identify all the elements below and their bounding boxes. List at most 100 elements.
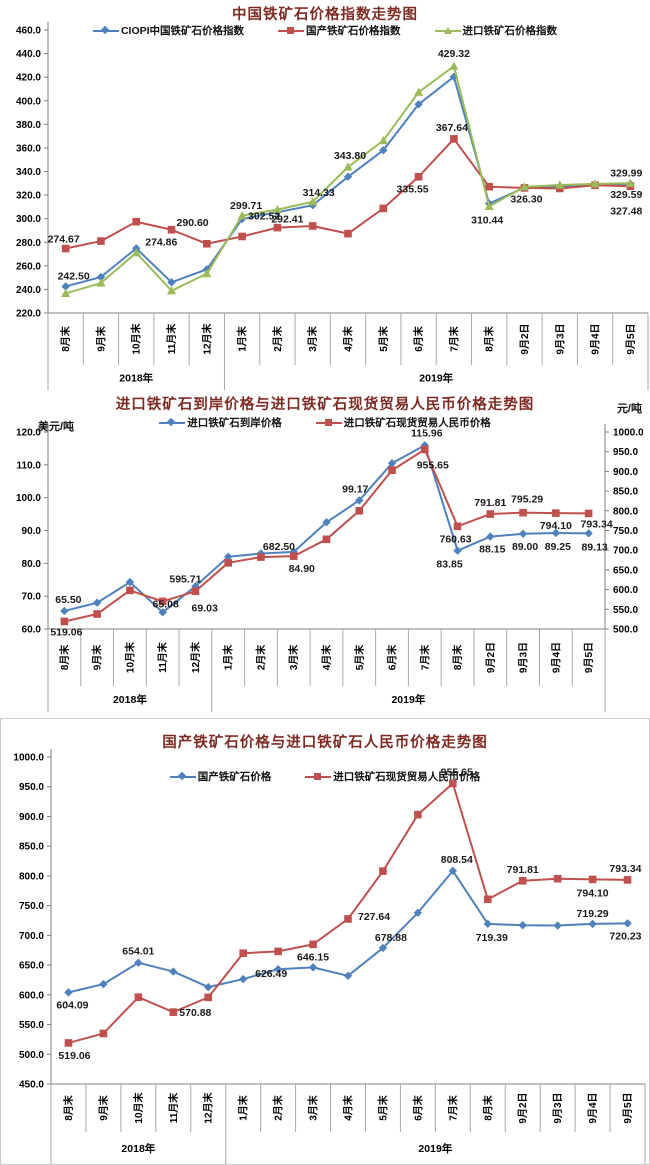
diamond-marker: [343, 172, 353, 182]
square-marker: [126, 586, 134, 595]
point-label: 314.33: [303, 187, 335, 199]
point-label: 791.81: [507, 864, 539, 876]
category-label: 8月末: [451, 644, 464, 671]
triangle-marker: [555, 180, 565, 189]
square-marker: [309, 940, 317, 949]
square-marker: [379, 204, 388, 213]
square-marker: [588, 875, 597, 884]
year-label: 2019年: [391, 693, 425, 706]
diamond-marker: [379, 146, 388, 155]
square-marker: [552, 509, 560, 517]
chart-text: 100.0: [16, 493, 41, 504]
square-marker: [273, 223, 282, 232]
point-label: 329.99: [610, 167, 642, 179]
diamond-marker: [553, 921, 562, 930]
category-label: 5月末: [377, 325, 390, 352]
chart-text: 320.0: [16, 191, 41, 202]
category-label: 8月末: [62, 1094, 75, 1121]
point-label: 678.88: [375, 932, 407, 944]
chart-text: 260.0: [16, 261, 41, 272]
category-label: 6月末: [386, 644, 399, 671]
square-marker: [239, 949, 247, 957]
point-label: 682.50: [263, 541, 295, 553]
square-marker: [204, 993, 213, 1002]
chart-text: 60.0: [22, 625, 42, 636]
series-line: [65, 75, 631, 288]
point-label: 795.29: [511, 494, 543, 506]
diamond-marker: [355, 496, 364, 505]
diamond-marker: [518, 921, 527, 930]
square-marker: [93, 610, 101, 618]
square-marker: [518, 876, 527, 885]
point-label: 570.88: [179, 1007, 211, 1019]
square-marker: [158, 597, 167, 606]
chart-text: 800.0: [19, 871, 44, 882]
square-marker: [344, 915, 352, 923]
diamond-marker: [96, 272, 106, 282]
triangle-marker: [519, 182, 530, 191]
point-label: 89.25: [545, 541, 571, 553]
chart-text: 440.0: [16, 49, 41, 60]
category-label: 8月末: [481, 1094, 494, 1121]
chart-text: 650.0: [613, 565, 638, 576]
plot-area: 450.0 500.0 550.0 600.0 650.0 700.0 750.0 800.0…: [13, 749, 646, 1164]
point-label: 65.08: [153, 598, 179, 610]
diamond-marker: [308, 963, 318, 972]
triangle-marker: [202, 269, 212, 278]
year-label: 2018年: [119, 372, 153, 385]
point-label: 302.52: [248, 211, 280, 223]
chart-text: 700.0: [613, 546, 638, 557]
chart-text: 600.0: [613, 585, 638, 596]
diamond-marker: [486, 532, 495, 541]
square-marker: [623, 876, 632, 884]
category-label: 2月末: [254, 644, 267, 671]
point-label: 69.03: [192, 602, 218, 614]
point-label: 327.48: [610, 205, 642, 217]
category-label: 2月末: [271, 325, 284, 352]
chart-import-cif-vs-rmb-price: 进口铁矿石到岸价格与进口铁矿石现货贸易人民币价格走势图 美元/吨 元/吨 进口铁…: [0, 390, 650, 718]
point-label: 367.64: [436, 122, 468, 134]
point-label: 654.01: [122, 946, 154, 958]
category-label: 1月末: [236, 325, 249, 352]
chart-text: 340.0: [16, 167, 41, 178]
square-marker: [60, 617, 69, 626]
category-label: 9月3日: [554, 323, 566, 354]
point-label: 329.59: [610, 189, 642, 201]
point-label: 65.50: [55, 594, 81, 606]
category-label: 9月4日: [590, 323, 602, 354]
diamond-marker: [61, 282, 70, 291]
series-line: [64, 444, 589, 614]
chart-text: 450.0: [19, 1080, 44, 1091]
point-label: 626.49: [255, 968, 287, 980]
diamond-marker: [588, 919, 597, 929]
square-marker: [584, 509, 593, 518]
category-label: 6月末: [412, 325, 425, 352]
category-label: 8月末: [59, 325, 72, 352]
square-marker: [238, 232, 246, 241]
square-marker: [274, 947, 282, 956]
chart-text: 800.0: [613, 506, 638, 517]
chart-text: 500.0: [19, 1050, 44, 1061]
triangle-marker: [413, 87, 424, 96]
chart-title: 国产铁矿石价格与进口铁矿石人民币价格走势图: [162, 735, 488, 751]
point-label: 115.96: [411, 427, 443, 439]
point-label: 242.50: [58, 270, 90, 282]
chart-china-iron-ore-price-index: 中国铁矿石价格指数走势图 CIOPI中国铁矿石价格指数 国产铁矿石价格指数 进口铁矿…: [0, 0, 650, 390]
category-label: 5月末: [353, 644, 366, 671]
square-marker: [486, 510, 495, 518]
triangle-marker: [166, 286, 177, 295]
diamond-marker: [64, 988, 73, 997]
point-label: 794.10: [540, 520, 572, 532]
point-label: 326.30: [510, 194, 542, 206]
square-marker: [483, 895, 492, 904]
left-axis-unit: 美元/吨: [38, 421, 75, 433]
category-label: 9月末: [97, 1094, 110, 1121]
triangle-marker: [96, 278, 106, 287]
diamond-marker: [387, 458, 397, 468]
triangle-marker: [343, 162, 353, 171]
chart-text: 750.0: [613, 526, 638, 537]
category-label: 3月末: [306, 325, 319, 352]
category-label: 9月5日: [622, 1092, 634, 1123]
point-label: 99.17: [342, 483, 368, 495]
category-label: 12月末: [200, 322, 213, 354]
